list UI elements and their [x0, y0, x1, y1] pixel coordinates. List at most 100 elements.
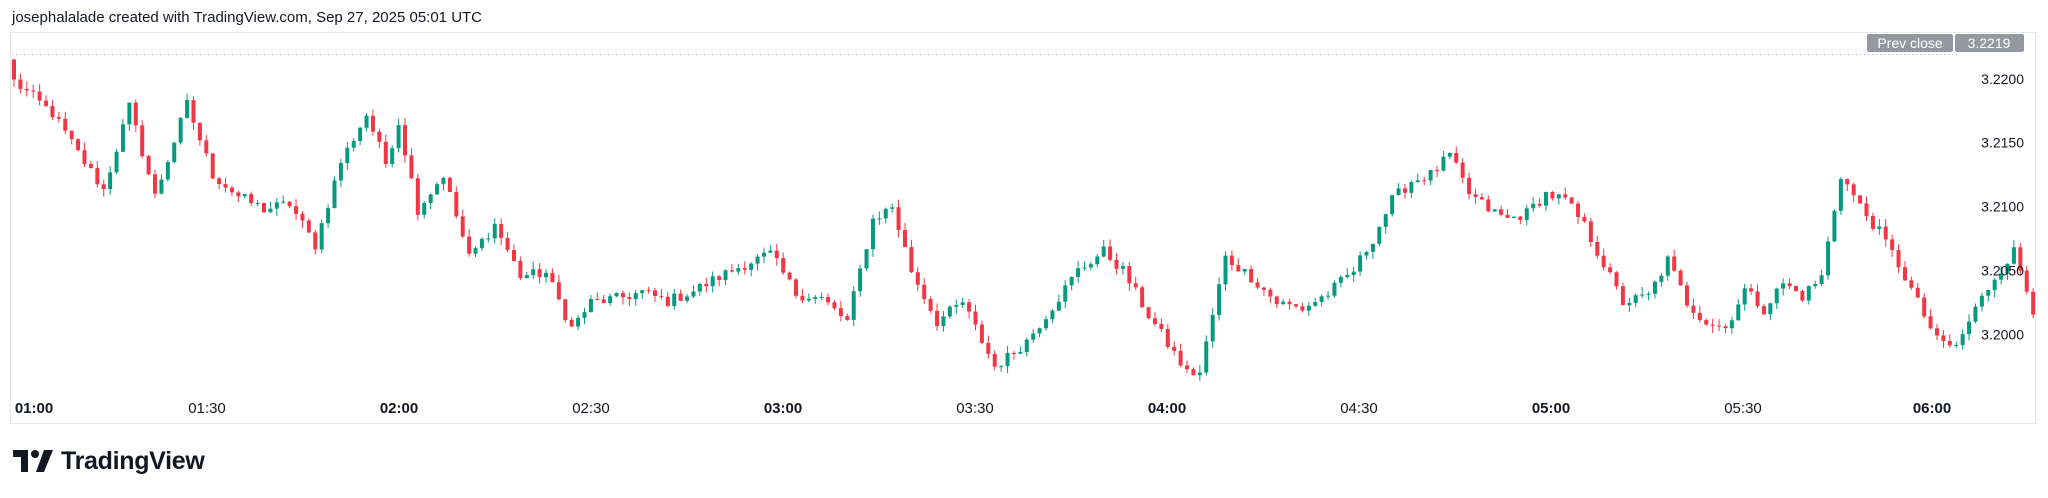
candle-body — [428, 194, 433, 203]
candle-body — [550, 272, 555, 283]
candle-body — [864, 249, 869, 269]
candle-body — [1447, 152, 1452, 157]
candle-body — [403, 125, 408, 156]
y-tick-label: 3.2100 — [1981, 199, 2024, 215]
candle-body — [1729, 320, 1734, 329]
candle-body — [1011, 353, 1016, 355]
price-axis[interactable]: 3.2000 3.2050 3.2100 3.2150 3.2200 — [1981, 71, 2024, 343]
candle-body — [63, 118, 68, 131]
candle-body — [332, 180, 337, 209]
candle-body — [351, 141, 356, 148]
candle-body — [281, 201, 286, 203]
candle-body — [1492, 209, 1497, 212]
candle-body — [1691, 305, 1696, 313]
candle-body — [1018, 352, 1023, 354]
tradingview-brand[interactable]: TradingView — [13, 446, 205, 476]
candle-body — [1685, 285, 1690, 306]
candle-body — [364, 115, 369, 128]
x-tick-label: 02:00 — [380, 400, 418, 417]
candle-body — [627, 297, 632, 300]
candle-body — [1358, 255, 1363, 272]
candle-body — [1979, 295, 1984, 307]
candle-body — [794, 279, 799, 296]
candle-body — [710, 276, 715, 287]
candle-body — [1441, 156, 1446, 171]
candle-body — [2011, 247, 2016, 264]
candle-body — [1986, 290, 1991, 296]
candle-body — [1428, 170, 1433, 181]
candle-body — [300, 213, 305, 221]
candle-body — [1742, 288, 1747, 305]
candle-body — [595, 298, 600, 300]
candle-body — [608, 296, 613, 304]
candle-body — [1858, 195, 1863, 204]
candle-body — [1319, 296, 1324, 302]
candle-body — [1960, 334, 1965, 346]
candle-body — [787, 272, 792, 280]
candle-body — [1095, 256, 1100, 265]
candle-body — [556, 282, 561, 300]
candle-body — [1717, 325, 1722, 327]
candle-body — [12, 59, 16, 80]
candle-body — [1787, 283, 1792, 287]
candle-body — [185, 100, 190, 118]
candle-body — [172, 142, 177, 163]
candle-body — [922, 284, 927, 300]
candle-body — [614, 292, 619, 297]
candle-body — [345, 147, 350, 164]
candle-body — [967, 302, 972, 312]
candle-body — [1524, 208, 1529, 220]
prev-close-value-bg — [1955, 34, 2024, 52]
candle-body — [1915, 287, 1920, 298]
candle-body — [870, 218, 875, 250]
x-tick-label: 04:00 — [1148, 400, 1186, 417]
candlestick-chart[interactable]: 3.2000 3.2050 3.2100 3.2150 3.2200 01:00 01:3… — [0, 0, 2048, 430]
candle-body — [396, 125, 401, 149]
candle-body — [1652, 281, 1657, 294]
candle-body — [1608, 267, 1613, 273]
candle-body — [1345, 274, 1350, 278]
candle-body — [851, 291, 856, 320]
candle-body — [511, 249, 516, 261]
candle-body — [1326, 295, 1331, 297]
candle-body — [986, 342, 991, 354]
tradingview-wordmark: TradingView — [61, 446, 205, 475]
candle-body — [1588, 221, 1593, 243]
time-axis[interactable]: 01:00 01:30 02:00 02:30 03:00 03:30 04:00 04:30… — [15, 400, 1951, 417]
candle-body — [1800, 291, 1805, 301]
candle-body — [460, 216, 465, 237]
candle-body — [826, 296, 831, 303]
candle-body — [755, 256, 760, 264]
candle-body — [377, 131, 382, 142]
candle-body — [1793, 286, 1798, 292]
x-tick-label: 01:30 — [188, 400, 226, 417]
candle-body — [1736, 304, 1741, 321]
candle-body — [774, 250, 779, 259]
candle-body — [1473, 194, 1478, 197]
candle-body — [1390, 195, 1395, 215]
candles-layer — [12, 58, 2036, 381]
candle-body — [306, 220, 311, 233]
candle-body — [1178, 350, 1183, 366]
candle-body — [1851, 184, 1856, 196]
candle-body — [1864, 203, 1869, 217]
candle-body — [832, 302, 837, 309]
candle-body — [153, 174, 158, 194]
candle-body — [1255, 282, 1260, 288]
candle-body — [82, 150, 87, 165]
candle-body — [1935, 328, 1939, 336]
candle-body — [1435, 170, 1440, 172]
candle-body — [761, 252, 766, 257]
candle-body — [1364, 251, 1369, 256]
candle-body — [1024, 339, 1029, 353]
candle-body — [120, 124, 125, 152]
candle-body — [768, 250, 773, 253]
candle-body — [1902, 267, 1907, 281]
candle-body — [56, 117, 61, 119]
candle-body — [236, 192, 241, 197]
candle-body — [1550, 192, 1555, 199]
candle-body — [1082, 267, 1087, 269]
candle-body — [569, 319, 574, 327]
candle-body — [1563, 194, 1568, 198]
candle-body — [441, 177, 446, 185]
